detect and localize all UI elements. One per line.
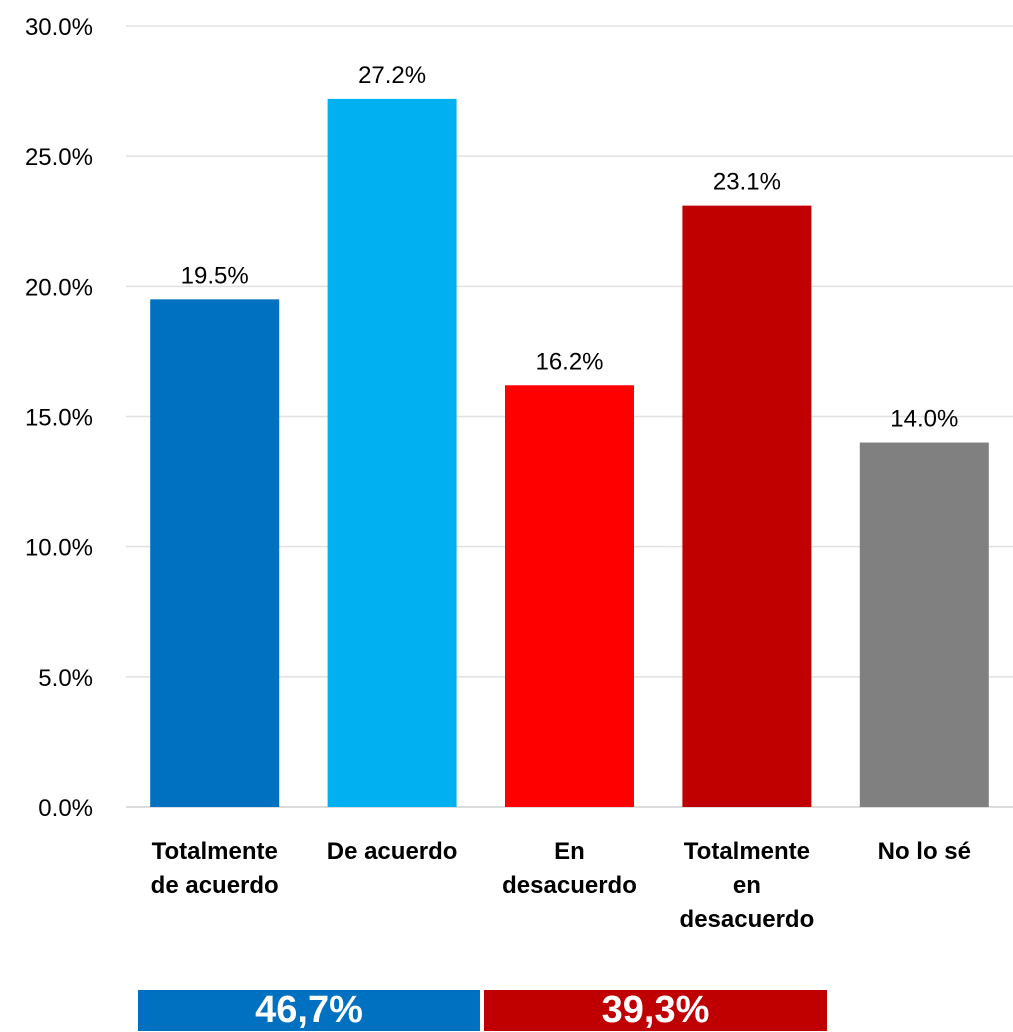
x-tick-label: En desacuerdo xyxy=(502,838,637,899)
y-tick-label: 20.0% xyxy=(25,274,93,301)
bars xyxy=(150,98,989,808)
x-tick-label: De acuerdo xyxy=(327,838,458,865)
y-tick-label: 10.0% xyxy=(25,535,93,562)
x-tick-label: Totalmente en desacuerdo xyxy=(680,838,815,933)
y-axis: 0.0% 5.0% 10.0% 15.0% 20.0% 25.0% 30.0% xyxy=(25,14,93,822)
y-tick-label: 30.0% xyxy=(25,14,93,41)
data-labels: 19.5% 27.2% 16.2% 23.1% 14.0% xyxy=(181,62,959,433)
y-tick-label: 5.0% xyxy=(38,665,93,692)
data-label: 23.1% xyxy=(713,169,781,196)
bar-chart: 0.0% 5.0% 10.0% 15.0% 20.0% 25.0% 30.0% 19.5% 2… xyxy=(25,14,1013,933)
data-label: 14.0% xyxy=(890,406,958,433)
data-label: 16.2% xyxy=(535,348,603,375)
bar xyxy=(327,98,457,808)
bar xyxy=(859,442,989,807)
bar xyxy=(682,205,812,807)
bar xyxy=(505,385,634,807)
y-tick-label: 15.0% xyxy=(25,405,93,432)
summary-disagree-total: 39,3% xyxy=(484,989,827,1031)
y-tick-label: 0.0% xyxy=(38,795,93,822)
x-tick-label: No lo sé xyxy=(878,838,971,865)
x-axis: Totalmente de acuerdo De acuerdo En desacuer… xyxy=(151,838,971,933)
summary-agree-total: 46,7% xyxy=(138,989,480,1031)
y-tick-label: 25.0% xyxy=(25,144,93,171)
bar xyxy=(150,299,280,807)
x-tick-label: Totalmente de acuerdo xyxy=(151,838,279,899)
data-label: 27.2% xyxy=(358,62,426,89)
data-label: 19.5% xyxy=(181,262,249,289)
